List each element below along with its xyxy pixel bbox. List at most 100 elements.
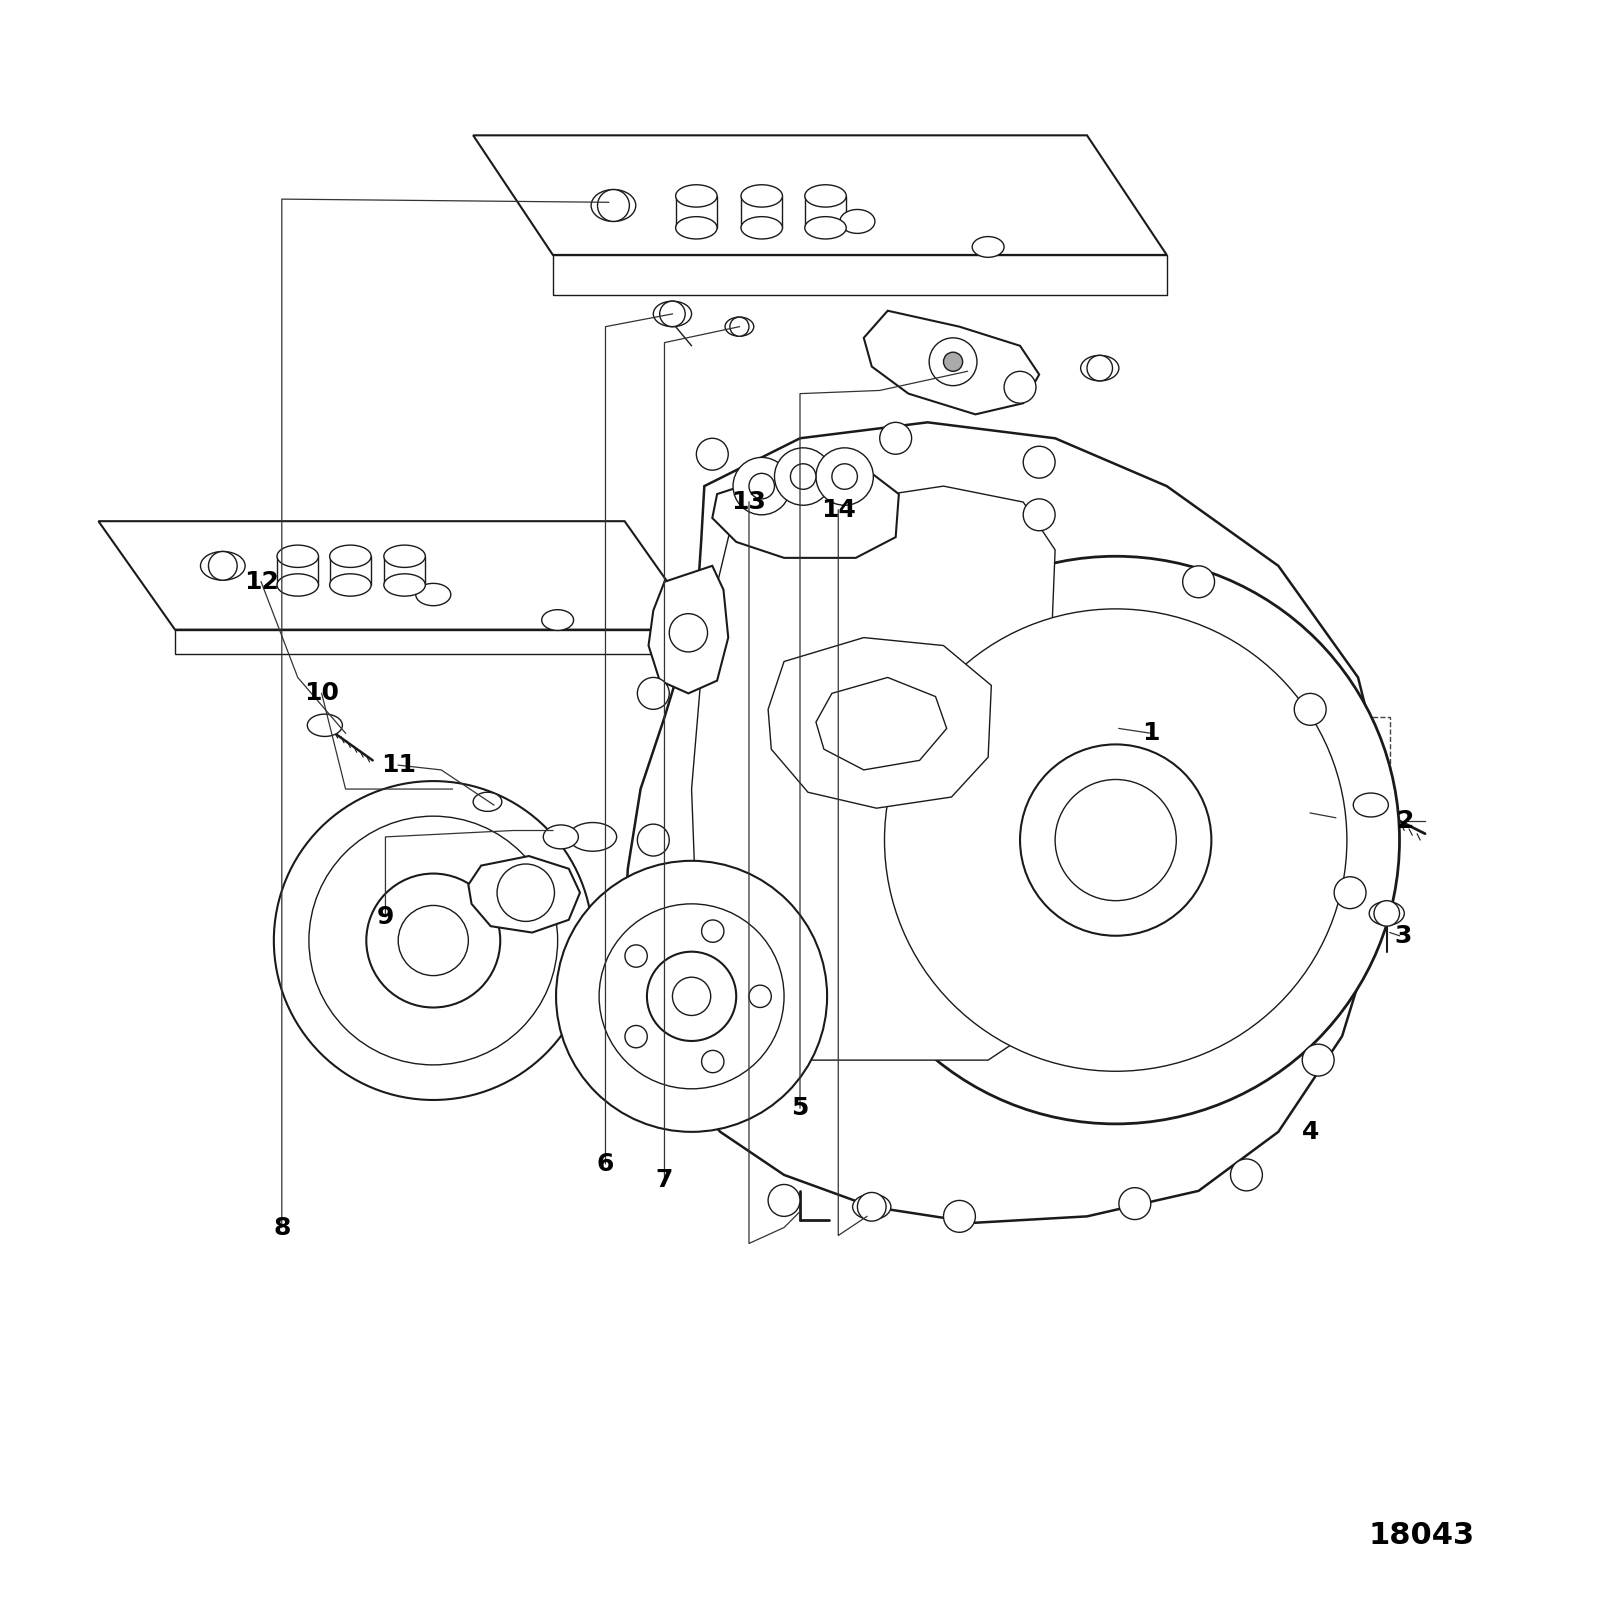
Circle shape — [749, 985, 771, 1008]
Circle shape — [659, 301, 685, 327]
Ellipse shape — [590, 190, 635, 222]
Polygon shape — [864, 311, 1038, 414]
Circle shape — [816, 448, 874, 506]
Ellipse shape — [384, 546, 426, 567]
Circle shape — [640, 964, 672, 997]
Ellipse shape — [805, 185, 846, 208]
Ellipse shape — [675, 185, 717, 208]
Circle shape — [944, 1201, 976, 1232]
Text: 14: 14 — [821, 497, 856, 522]
Polygon shape — [805, 196, 846, 227]
Circle shape — [646, 952, 736, 1042]
Circle shape — [832, 464, 858, 489]
Ellipse shape — [1370, 902, 1405, 926]
Polygon shape — [648, 565, 728, 694]
Circle shape — [1334, 877, 1366, 908]
Circle shape — [790, 464, 816, 489]
Text: 12: 12 — [243, 570, 278, 594]
Text: 8: 8 — [274, 1216, 291, 1240]
Circle shape — [858, 1193, 886, 1220]
Text: 1: 1 — [1142, 721, 1160, 745]
Ellipse shape — [307, 715, 342, 736]
Ellipse shape — [277, 573, 318, 596]
Ellipse shape — [1274, 774, 1309, 799]
Circle shape — [885, 609, 1347, 1071]
Circle shape — [366, 874, 501, 1008]
Polygon shape — [675, 196, 717, 227]
Ellipse shape — [384, 573, 426, 596]
Circle shape — [626, 945, 648, 968]
Circle shape — [733, 457, 790, 515]
Text: 6: 6 — [597, 1151, 614, 1175]
Circle shape — [1118, 1188, 1150, 1219]
Ellipse shape — [973, 237, 1005, 258]
Circle shape — [1374, 900, 1400, 926]
Ellipse shape — [853, 1195, 891, 1219]
Ellipse shape — [1354, 794, 1389, 816]
Circle shape — [498, 865, 555, 921]
Polygon shape — [624, 422, 1390, 1222]
Polygon shape — [768, 638, 992, 808]
Ellipse shape — [840, 209, 875, 233]
Ellipse shape — [805, 217, 846, 238]
Ellipse shape — [570, 823, 616, 852]
Polygon shape — [469, 857, 579, 932]
Polygon shape — [741, 196, 782, 227]
Circle shape — [597, 190, 629, 222]
Polygon shape — [554, 254, 1166, 295]
Circle shape — [1302, 1045, 1334, 1075]
Circle shape — [598, 903, 784, 1088]
Circle shape — [768, 1185, 800, 1217]
Ellipse shape — [675, 217, 717, 238]
Circle shape — [749, 473, 774, 499]
Text: 7: 7 — [656, 1167, 674, 1191]
Polygon shape — [384, 557, 426, 584]
Circle shape — [672, 977, 710, 1016]
Text: 2: 2 — [1397, 808, 1414, 832]
Circle shape — [626, 1026, 648, 1048]
Ellipse shape — [741, 217, 782, 238]
Circle shape — [1021, 744, 1211, 935]
Circle shape — [398, 905, 469, 976]
Circle shape — [1086, 356, 1112, 382]
Ellipse shape — [741, 185, 782, 208]
Circle shape — [557, 861, 827, 1132]
Polygon shape — [474, 135, 1166, 254]
Circle shape — [208, 552, 237, 580]
Ellipse shape — [416, 583, 451, 605]
Ellipse shape — [542, 610, 573, 631]
Circle shape — [1024, 499, 1054, 531]
Polygon shape — [99, 522, 701, 630]
Circle shape — [702, 1050, 723, 1072]
Ellipse shape — [474, 792, 502, 811]
Text: 4: 4 — [1301, 1121, 1318, 1143]
Circle shape — [944, 353, 963, 372]
Text: 11: 11 — [381, 753, 416, 778]
Text: 9: 9 — [376, 905, 394, 929]
Ellipse shape — [1080, 356, 1118, 382]
Circle shape — [880, 422, 912, 454]
Polygon shape — [691, 486, 1054, 1059]
Ellipse shape — [330, 546, 371, 567]
Circle shape — [1182, 565, 1214, 597]
Ellipse shape — [544, 824, 578, 848]
Circle shape — [1054, 779, 1176, 900]
Circle shape — [696, 438, 728, 470]
Circle shape — [637, 678, 669, 710]
Circle shape — [930, 338, 978, 386]
Circle shape — [1294, 694, 1326, 724]
Text: 13: 13 — [731, 489, 766, 514]
Circle shape — [274, 781, 592, 1100]
Circle shape — [637, 824, 669, 857]
Polygon shape — [174, 630, 701, 654]
Ellipse shape — [725, 317, 754, 336]
Polygon shape — [277, 557, 318, 584]
Circle shape — [1230, 1159, 1262, 1191]
Polygon shape — [330, 557, 371, 584]
Ellipse shape — [653, 301, 691, 327]
Ellipse shape — [200, 552, 245, 580]
Polygon shape — [712, 467, 899, 557]
Circle shape — [1005, 372, 1035, 402]
Text: 10: 10 — [304, 681, 339, 705]
Circle shape — [669, 613, 707, 652]
